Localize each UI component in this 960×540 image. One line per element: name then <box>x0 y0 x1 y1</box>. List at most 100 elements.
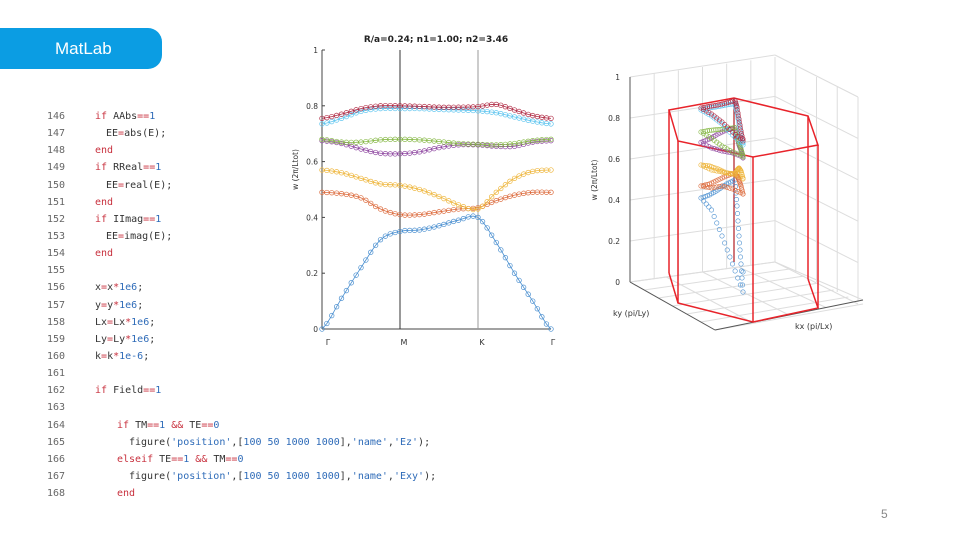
code-token: 100 50 1000 1000 <box>243 436 340 448</box>
3d-band-point <box>711 179 717 185</box>
3d-band-point <box>736 233 742 239</box>
3d-band-point <box>711 146 717 152</box>
band-point <box>479 203 486 209</box>
3d-band-point <box>735 189 741 195</box>
3d-band-point <box>719 103 725 109</box>
code-token: ,[ <box>231 470 244 482</box>
band-point <box>353 107 359 113</box>
3d-band-point <box>728 126 734 132</box>
3d-band-point <box>734 104 740 110</box>
3d-band-point <box>739 136 745 142</box>
code-text: k=k*1e-6; <box>95 348 149 365</box>
3d-band-point <box>721 128 727 134</box>
3d-band-point <box>704 182 710 188</box>
3d-band-point <box>701 184 707 190</box>
band-point <box>548 189 554 195</box>
3d-band-point <box>706 144 712 150</box>
band-point <box>319 115 325 122</box>
3d-band-point <box>706 134 712 140</box>
code-token: k <box>107 350 114 362</box>
band-point <box>338 295 345 301</box>
3d-band-point <box>736 177 742 183</box>
3d-band-point <box>732 98 738 104</box>
3d-band-point <box>722 124 728 130</box>
code-token: IImag <box>107 213 144 225</box>
z-tick-label: 0.6 <box>608 155 620 164</box>
code-text: EE=abs(E); <box>106 125 166 142</box>
z-tick-label: 1 <box>615 73 620 82</box>
3d-band-point <box>736 140 742 146</box>
3d-band-point <box>727 129 733 135</box>
3d-band-point <box>732 268 738 274</box>
code-text: x=x*1e6; <box>95 279 143 296</box>
code-token: if <box>95 385 108 397</box>
code-token: * <box>125 316 132 328</box>
band-point <box>319 121 325 127</box>
3d-band-point <box>717 167 723 173</box>
grid-line <box>672 282 820 307</box>
3d-band-point <box>727 148 733 154</box>
3d-band-point <box>739 275 745 281</box>
3d-band-point <box>723 102 729 108</box>
band-point <box>324 320 330 327</box>
3d-band-point <box>714 115 720 121</box>
3d-band-point <box>715 187 721 193</box>
band-point <box>455 202 462 208</box>
3d-band-point <box>739 150 745 156</box>
grid-line <box>686 289 834 315</box>
band-point <box>436 193 442 200</box>
3d-band-point <box>732 101 738 107</box>
3d-band-point <box>739 137 745 143</box>
3d-band-point <box>711 165 717 171</box>
3d-band-point <box>736 116 742 122</box>
3d-band-point <box>719 101 725 107</box>
line-number: 146 <box>47 111 66 122</box>
grid-line <box>629 261 776 283</box>
code-token: real(E); <box>124 179 173 191</box>
band-point <box>338 115 345 122</box>
band-point <box>446 143 452 149</box>
grid-line <box>629 281 716 331</box>
3d-band-point <box>740 269 746 275</box>
3d-band-point <box>730 178 736 184</box>
band-point <box>502 104 509 110</box>
3d-band-point <box>736 166 742 172</box>
band-point <box>348 172 354 179</box>
band-point <box>377 237 384 243</box>
3d-band-point <box>735 166 741 172</box>
3d-band-point <box>737 180 743 186</box>
band-point <box>511 107 518 113</box>
band-point <box>450 200 457 206</box>
3d-band-point <box>732 171 738 177</box>
3d-band-point <box>740 289 746 295</box>
band-point <box>358 108 364 115</box>
3d-band-point <box>717 130 723 136</box>
3d-band-point <box>711 168 717 174</box>
3d-band-point <box>700 139 706 145</box>
band-point <box>475 214 481 221</box>
band-point <box>455 217 462 223</box>
3d-band-point <box>698 183 704 189</box>
3d-band-point <box>708 135 714 141</box>
line-number: 166 <box>47 453 66 465</box>
3d-band-point <box>706 112 712 118</box>
3d-band-point <box>737 182 743 188</box>
code-token: == <box>137 111 150 122</box>
band-point <box>489 194 495 200</box>
3d-band-point <box>733 131 739 137</box>
3d-band-point <box>735 110 741 116</box>
3d-band-point <box>715 177 721 183</box>
code-token: end <box>95 248 114 260</box>
3d-band-point <box>734 136 740 142</box>
3d-band-point <box>701 141 707 147</box>
3d-band-point <box>732 131 738 137</box>
code-token: TM <box>207 453 226 465</box>
band-point <box>348 112 354 118</box>
code-token: abs(E); <box>124 128 167 140</box>
x-tick-label: Γ <box>551 338 556 347</box>
3d-band-point <box>726 99 732 105</box>
y-tick-label: 0.6 <box>306 158 318 167</box>
3d-band-point <box>714 168 720 174</box>
3d-band-point <box>729 171 735 177</box>
line-number: 160 <box>47 350 66 362</box>
